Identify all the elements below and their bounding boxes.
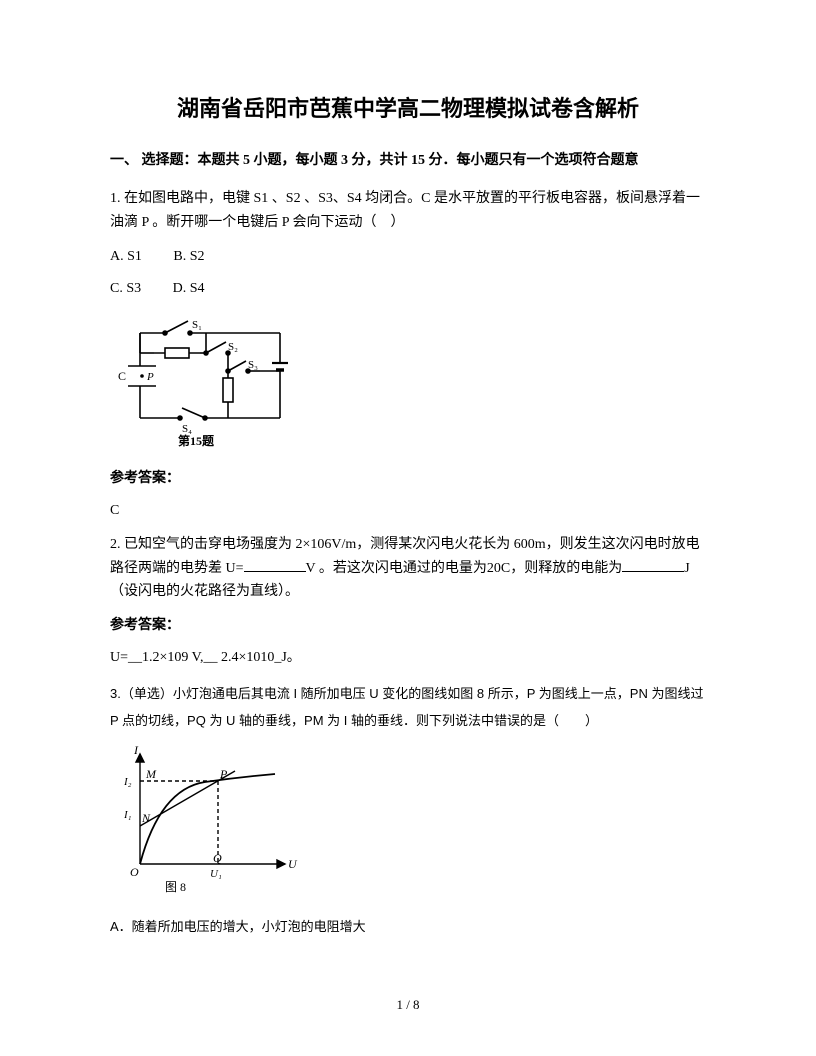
axis-I: I	[133, 744, 139, 757]
q1-opt-c: C. S3	[110, 281, 141, 296]
q3-diagram-caption: 图 8	[165, 880, 186, 894]
page-title: 湖南省岳阳市芭蕉中学高二物理模拟试卷含解析	[110, 90, 706, 127]
label-S2: S₂	[228, 341, 238, 353]
point-N: N	[141, 811, 151, 825]
q2-answer-label: 参考答案：	[110, 614, 706, 638]
q2-text-b: V 。若这次闪电通过的电量为20C，则释放的电能为	[306, 561, 623, 576]
q1-opt-d: D. S4	[173, 281, 205, 296]
label-S3: S₃	[248, 359, 258, 371]
q1-opt-b: B. S2	[173, 249, 204, 264]
q1-text: 1. 在如图电路中，电键 S1 、S2 、S3、S4 均闭合。C 是水平放置的平…	[110, 187, 706, 235]
origin-O: O	[130, 865, 139, 879]
axis-U: U	[288, 857, 298, 871]
tick-U1: U₁	[210, 868, 222, 880]
q1-options-row1: A. S1 B. S2	[110, 245, 706, 269]
q2-blank1	[244, 558, 306, 572]
page-footer: 1 / 8	[0, 994, 816, 1016]
q1-diagram-caption: 第15题	[178, 433, 215, 448]
q2-text: 2. 已知空气的击穿电场强度为 2×106V/m，测得某次闪电火花长为 600m…	[110, 533, 706, 604]
section-header: 一、 选择题：本题共 5 小题，每小题 3 分，共计 15 分．每小题只有一个选…	[110, 149, 706, 173]
point-P: P	[219, 767, 228, 781]
q1-answer: C	[110, 499, 706, 523]
tick-I2: I₂	[123, 776, 132, 788]
q2-blank2	[622, 558, 684, 572]
label-P: P	[146, 371, 154, 383]
q1-answer-label: 参考答案：	[110, 467, 706, 491]
tick-I1: I₁	[123, 809, 132, 821]
q3-text: 3.（单选）小灯泡通电后其电流 I 随所加电压 U 变化的图线如图 8 所示，P…	[110, 680, 706, 735]
q2-answer: U=__1.2×109 V,__ 2.4×1010_J。	[110, 646, 706, 670]
label-C: C	[118, 369, 126, 383]
q1-circuit-diagram: C P S₁ S₂ S₃ S₄ 第15题	[110, 308, 706, 457]
q1-opt-a: A. S1	[110, 249, 142, 264]
point-M: M	[145, 767, 157, 781]
q3-graph-diagram: I U O M N P Q I₂ I₁ U₁ 图 8	[110, 744, 706, 903]
q3-opt-a: A．随着所加电压的增大，小灯泡的电阻增大	[110, 913, 706, 940]
label-S1: S₁	[192, 319, 202, 331]
q1-options-row2: C. S3 D. S4	[110, 277, 706, 301]
point-Q: Q	[213, 851, 222, 865]
